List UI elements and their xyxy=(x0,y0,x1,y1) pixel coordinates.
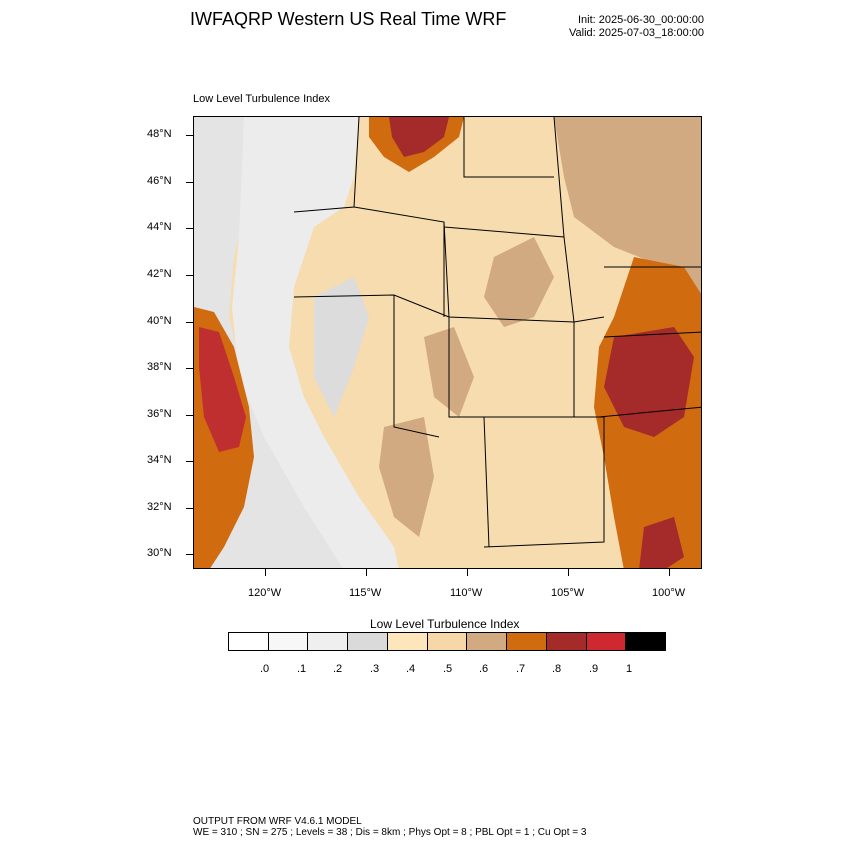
turbulence-map xyxy=(194,117,701,568)
colorbar-label: .5 xyxy=(443,663,453,675)
lat-tick xyxy=(186,415,193,416)
lat-tick xyxy=(186,135,193,136)
lon-label-115w: 115°W xyxy=(349,587,382,599)
lon-tick xyxy=(265,569,266,576)
lon-tick xyxy=(669,569,670,576)
lat-tick xyxy=(186,275,193,276)
colorbar-box xyxy=(586,633,627,650)
lat-label-40n: 40°N xyxy=(147,315,172,327)
lat-tick xyxy=(186,461,193,462)
colorbar-box xyxy=(626,633,666,650)
montana-red-region xyxy=(389,117,449,157)
lat-tick xyxy=(186,182,193,183)
colorbar-label: .0 xyxy=(260,663,270,675)
run-times: Init: 2025-06-30_00:00:00 Valid: 2025-07… xyxy=(569,14,704,40)
lon-label-100w: 100°W xyxy=(652,587,686,599)
init-time: Init: 2025-06-30_00:00:00 xyxy=(578,14,704,26)
colorbar-label: .1 xyxy=(297,663,307,675)
offshore-red-region xyxy=(199,327,246,452)
valley-grey-region xyxy=(314,277,369,417)
lat-tick xyxy=(186,508,193,509)
lat-tick xyxy=(186,554,193,555)
colorado-tan-region xyxy=(484,237,554,327)
lat-tick xyxy=(186,368,193,369)
coastal-grey-region xyxy=(232,117,399,568)
colorbar-box xyxy=(427,633,468,650)
lat-label-30n: 30°N xyxy=(147,547,172,559)
colorbar-label: .9 xyxy=(589,663,599,675)
colorbar-label: .4 xyxy=(406,663,416,675)
lon-tick xyxy=(467,569,468,576)
colorbar-box xyxy=(308,633,349,650)
lat-label-32n: 32°N xyxy=(147,501,172,513)
lat-label-36n: 36°N xyxy=(147,408,172,420)
state-boundaries xyxy=(293,117,701,548)
lon-tick xyxy=(366,569,367,576)
colorbar xyxy=(228,632,666,651)
field-label: Low Level Turbulence Index xyxy=(193,93,330,105)
colorbar-label: .6 xyxy=(479,663,489,675)
colorbar-box xyxy=(467,633,508,650)
colorbar-title: Low Level Turbulence Index xyxy=(370,617,520,631)
colorbar-box xyxy=(387,633,428,650)
lat-label-34n: 34°N xyxy=(147,454,172,466)
lon-tick xyxy=(568,569,569,576)
colorbar-label: .8 xyxy=(552,663,562,675)
lat-tick xyxy=(186,228,193,229)
valid-time: Valid: 2025-07-03_18:00:00 xyxy=(569,27,704,39)
lat-label-42n: 42°N xyxy=(147,268,172,280)
colorbar-box xyxy=(348,633,388,650)
lat-label-44n: 44°N xyxy=(147,221,172,233)
map-panel xyxy=(193,116,702,569)
colorbar-label: .7 xyxy=(516,663,526,675)
colorbar-label: 1 xyxy=(626,663,633,675)
colorbar-box xyxy=(268,633,309,650)
lat-label-46n: 46°N xyxy=(147,175,172,187)
plains-tan-region xyxy=(554,117,701,296)
colorbar-label: .2 xyxy=(333,663,343,675)
plot-title: IWFAQRP Western US Real Time WRF xyxy=(190,9,507,29)
lat-label-38n: 38°N xyxy=(147,361,172,373)
texas-red-region xyxy=(639,517,684,568)
colorbar-box xyxy=(229,633,269,650)
colorbar-label: .3 xyxy=(370,663,380,675)
kansas-red-region xyxy=(604,327,694,437)
model-info-line1: OUTPUT FROM WRF V4.6.1 MODEL xyxy=(193,816,362,827)
lon-label-105w: 105°W xyxy=(551,587,585,599)
model-info: OUTPUT FROM WRF V4.6.1 MODEL WE = 310 ; … xyxy=(193,816,586,838)
lon-label-120w: 120°W xyxy=(248,587,282,599)
model-info-line2: WE = 310 ; SN = 275 ; Levels = 38 ; Dis … xyxy=(193,827,587,838)
arizona-tan-region xyxy=(379,417,434,537)
lon-label-110w: 110°W xyxy=(450,587,483,599)
colorbar-box xyxy=(507,633,547,650)
lat-label-48n: 48°N xyxy=(147,128,172,140)
colorbar-box xyxy=(546,633,587,650)
lat-tick xyxy=(186,322,193,323)
